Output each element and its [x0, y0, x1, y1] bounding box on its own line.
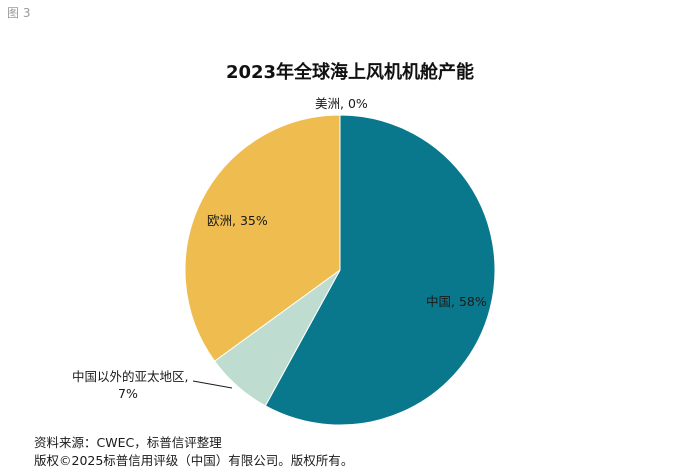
pie-slice-china	[264, 114, 496, 426]
chart-title: 2023年全球海上风机机舱产能	[225, 62, 475, 83]
slice-label-apac-line2: 7%	[118, 386, 138, 401]
slice-label-americas: 美洲, 0%	[315, 96, 368, 111]
leader-line-apac	[192, 380, 233, 389]
slice-label-china: 中国, 58%	[426, 294, 487, 309]
slice-label-europe: 欧洲, 35%	[207, 213, 268, 228]
source-note: 资料来源：CWEC，标普信评整理	[34, 435, 222, 450]
pie-slice-europe	[184, 114, 341, 362]
figure-number: 图 3	[7, 6, 31, 20]
copyright-note: 版权©2025标普信用评级（中国）有限公司。版权所有。	[34, 453, 354, 468]
slice-label-apac-line1: 中国以外的亚太地区,	[72, 369, 188, 384]
